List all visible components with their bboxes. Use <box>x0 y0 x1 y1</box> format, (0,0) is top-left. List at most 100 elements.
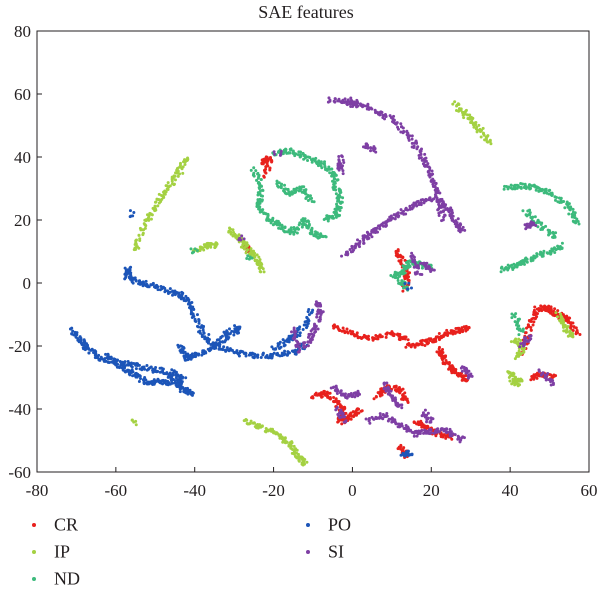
point-si <box>316 304 320 308</box>
point-cr <box>374 334 378 338</box>
point-nd <box>509 186 513 190</box>
point-si <box>364 417 368 421</box>
point-nd <box>326 219 330 223</box>
point-po <box>207 333 211 337</box>
point-po <box>188 389 192 393</box>
point-si <box>428 175 432 179</box>
point-si <box>420 158 424 162</box>
point-si <box>528 338 532 342</box>
point-nd <box>547 233 551 237</box>
point-po <box>270 345 274 349</box>
point-po <box>307 308 311 312</box>
point-nd <box>336 205 340 209</box>
point-cr <box>398 391 402 395</box>
point-si <box>436 189 440 193</box>
point-cr <box>549 307 553 311</box>
point-ip <box>173 178 177 182</box>
point-po <box>407 281 411 285</box>
point-nd <box>310 229 314 233</box>
point-po <box>163 286 167 290</box>
point-si <box>417 430 421 434</box>
point-si <box>403 426 407 430</box>
point-po <box>151 368 155 372</box>
point-cr <box>313 392 317 396</box>
point-nd <box>528 186 532 190</box>
point-si <box>356 394 360 398</box>
point-si <box>456 217 460 221</box>
point-nd <box>554 231 558 235</box>
point-po <box>189 308 193 312</box>
point-si <box>384 114 388 118</box>
point-si <box>315 315 319 319</box>
series-po <box>68 209 414 458</box>
point-po <box>298 331 302 335</box>
point-si <box>391 399 395 403</box>
point-po <box>198 331 202 335</box>
point-ip <box>260 424 264 428</box>
point-si <box>550 379 554 383</box>
point-cr <box>322 389 326 393</box>
point-po <box>182 388 186 392</box>
point-cr <box>355 331 359 335</box>
point-ip <box>231 228 235 232</box>
point-ip <box>554 311 558 315</box>
point-cr <box>343 331 347 335</box>
point-si <box>385 412 389 416</box>
point-ip <box>248 251 252 255</box>
point-cr <box>401 256 405 260</box>
point-nd <box>332 171 336 175</box>
point-cr <box>421 338 425 342</box>
point-ip <box>134 238 138 242</box>
point-po <box>85 344 89 348</box>
point-si <box>358 102 362 106</box>
point-si <box>453 433 457 437</box>
point-si <box>362 104 366 108</box>
point-si <box>349 391 353 395</box>
point-si <box>343 97 347 101</box>
point-si <box>319 308 323 312</box>
point-po <box>196 353 200 357</box>
point-ip <box>562 325 566 329</box>
point-ip <box>181 165 185 169</box>
point-cr <box>549 310 553 314</box>
point-nd <box>530 216 534 220</box>
point-nd <box>536 219 540 223</box>
point-si <box>450 209 454 213</box>
point-cr <box>568 321 572 325</box>
point-nd <box>310 160 314 164</box>
point-nd <box>250 256 254 260</box>
point-po <box>172 370 176 374</box>
point-po <box>121 365 125 369</box>
point-po <box>200 333 204 337</box>
point-cr <box>460 326 464 330</box>
point-po <box>130 365 134 369</box>
point-si <box>357 245 361 249</box>
point-nd <box>338 190 342 194</box>
point-si <box>292 330 296 334</box>
legend-label: ND <box>54 568 80 589</box>
point-ip <box>278 436 282 440</box>
point-si <box>430 268 434 272</box>
point-po <box>136 364 140 368</box>
point-nd <box>535 185 539 189</box>
point-si <box>437 200 441 204</box>
point-po <box>184 299 188 303</box>
point-cr <box>401 398 405 402</box>
point-po <box>188 306 192 310</box>
point-po <box>149 283 153 287</box>
point-si <box>458 230 462 234</box>
point-nd <box>277 185 281 189</box>
point-po <box>253 355 257 359</box>
point-cr <box>340 422 344 426</box>
point-ip <box>261 267 265 271</box>
point-si <box>399 208 403 212</box>
point-nd <box>341 196 345 200</box>
point-si <box>332 99 336 103</box>
point-si <box>408 204 412 208</box>
point-nd <box>338 209 342 213</box>
point-si <box>429 420 433 424</box>
point-ip <box>181 171 185 175</box>
point-nd <box>555 195 559 199</box>
point-cr <box>401 289 405 293</box>
point-nd <box>295 231 299 235</box>
